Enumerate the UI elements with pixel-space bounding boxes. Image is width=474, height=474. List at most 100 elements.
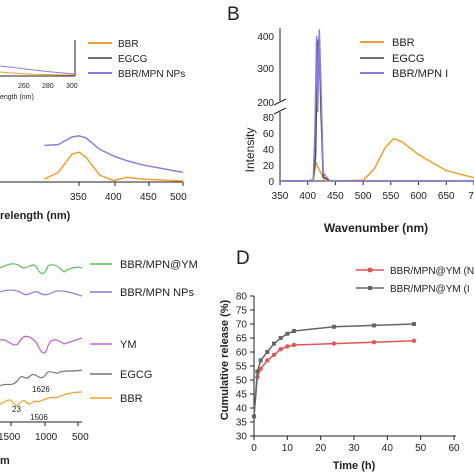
uv-ticklabel-400: 400 [105,192,122,203]
panel-label-b: B [227,4,240,25]
release-xticklabel-0: 0 [251,443,257,454]
release-point [258,366,263,371]
uv-series-1 [44,135,184,174]
ftir-curve-bbr-mpn-ym [0,263,83,275]
legend-ym: YM [120,339,137,351]
uv-ticklabel-350: 350 [70,192,87,203]
release-point [371,340,377,345]
release-point [291,342,297,348]
fluor-xticklabel-3: 500 [355,191,372,202]
release-point [278,347,283,352]
release-y-label: Cumulative release (%) [219,299,231,420]
fluorescence-panel: B Intensity 35040045050055060065070 Wave… [227,4,474,235]
fluor-xticklabel-1: 400 [299,191,316,202]
release-point [372,323,376,328]
legend-egcg-b: EGCG [392,53,424,65]
fluor-axis-break-1 [273,98,287,106]
legend-npc-b: BBR/MPN I [392,68,448,80]
fluor-ytick-300: 300 [257,64,274,75]
release-xticklabel-2: 20 [315,443,327,454]
release-yticklabel-0: 30 [236,432,248,443]
release-panel: D Cumulative release (%) 0 10 20 30 40 50 60 30… [219,248,474,472]
legend-marker-release-a [367,267,373,273]
fluor-ytick-200: 200 [257,98,274,109]
uv-ticks [78,182,184,186]
fluor-ytick-20: 20 [263,161,275,172]
release-xticklabel-4: 40 [382,443,394,454]
fluor-xticklabel-2: 450 [327,191,344,202]
release-yticklabel-8: 70 [236,320,248,331]
fluor-xticklabel-5: 600 [410,191,427,202]
release-series-0 [253,340,415,417]
release-point [265,358,270,363]
release-yticklabel-9: 75 [236,306,248,317]
release-xticklabel-6: 60 [448,443,460,454]
release-yticklabel-3: 45 [236,390,248,401]
release-point [272,341,276,346]
release-point [412,322,416,326]
fluor-ytick-60: 60 [263,129,275,140]
ftir-curve-bbr-mpn [0,289,83,297]
fluor-series [280,29,474,182]
release-point [285,344,290,349]
inset-tick-280: 280 [42,83,54,90]
release-point [331,341,337,346]
uv-series-0 [43,151,184,182]
ftir-curve-egcg [0,369,83,387]
release-xticklabel-1: 10 [282,443,294,454]
panel-label-d: D [236,248,250,269]
inset-x-label: ength (nm) [0,94,34,101]
uv-series [43,135,184,182]
release-yticklabel-1: 35 [236,418,248,429]
legend-npc-a: BBR/MPN NPs [118,69,185,80]
fluor-y-label: Intensity [243,128,257,173]
release-point [411,338,417,343]
ftir-x-label: m [0,455,10,467]
release-point [258,358,263,363]
release-yticklabel-2: 40 [236,404,248,415]
release-point [252,414,256,419]
release-yticklabel-4: 50 [236,376,248,387]
fluor-ytick-40: 40 [263,145,275,156]
ftir-panel: 1626 23 1506 1500 1000 500 m BBR/MPN@YM … [0,259,198,467]
legend-bbr-c: BBR [120,393,143,405]
legend-bbr-mpn-c: BBR/MPN NPs [120,287,194,299]
fluor-axis-break-2 [273,107,287,115]
release-point [255,369,260,374]
legend-egcg-a: EGCG [118,54,148,65]
fluor-ytick-0: 0 [268,177,274,188]
fluor-series-0 [280,137,474,182]
uv-vis-panel: 260 280 300 ength (nm) BBR EGCG BBR/MPN … [0,39,187,222]
release-series-1 [253,323,415,417]
legend-marker-release-b [368,286,372,290]
release-xticklabel-5: 50 [415,443,427,454]
release-yticklabel-6: 60 [236,348,248,359]
inset-curve-bbr [0,71,76,76]
ftir-annotation-1626: 1626 [32,385,50,394]
fluor-ticks: 350 400 450 500 550 600 650 70 [272,181,474,202]
legend-bbr-b: BBR [392,37,415,49]
ftir-ticklabel-500: 500 [72,432,89,443]
legend-bbr-a: BBR [118,39,139,50]
release-point [271,352,277,357]
inset-tick-260: 260 [18,83,30,90]
release-point [278,336,283,340]
release-point [332,324,336,329]
fluor-x-label: Wavenumber (nm) [324,221,428,235]
release-x-label: Time (h) [333,460,376,472]
ftir-annotation-23: 23 [12,405,21,414]
release-yticklabel-10: 80 [236,292,248,303]
ftir-annotation-1506: 1506 [30,413,48,422]
fluor-ytick-400: 400 [257,32,274,43]
ftir-curve-ym [0,335,83,354]
fluor-xticklabel-4: 550 [382,191,399,202]
inset-tick-300: 300 [66,83,78,90]
uv-ticklabel-450: 450 [140,192,157,203]
release-series [251,322,417,419]
inset-curve-npc [0,65,76,75]
ftir-curve-bbr [0,391,83,406]
legend-bbr-mpn-ym: BBR/MPN@YM [120,259,198,271]
release-ticks: 0 10 20 30 40 50 60 30 35 40 45 50 55 60 65 70 75 80 [236,292,460,455]
fluor-xticklabel-7: 70 [468,191,474,202]
